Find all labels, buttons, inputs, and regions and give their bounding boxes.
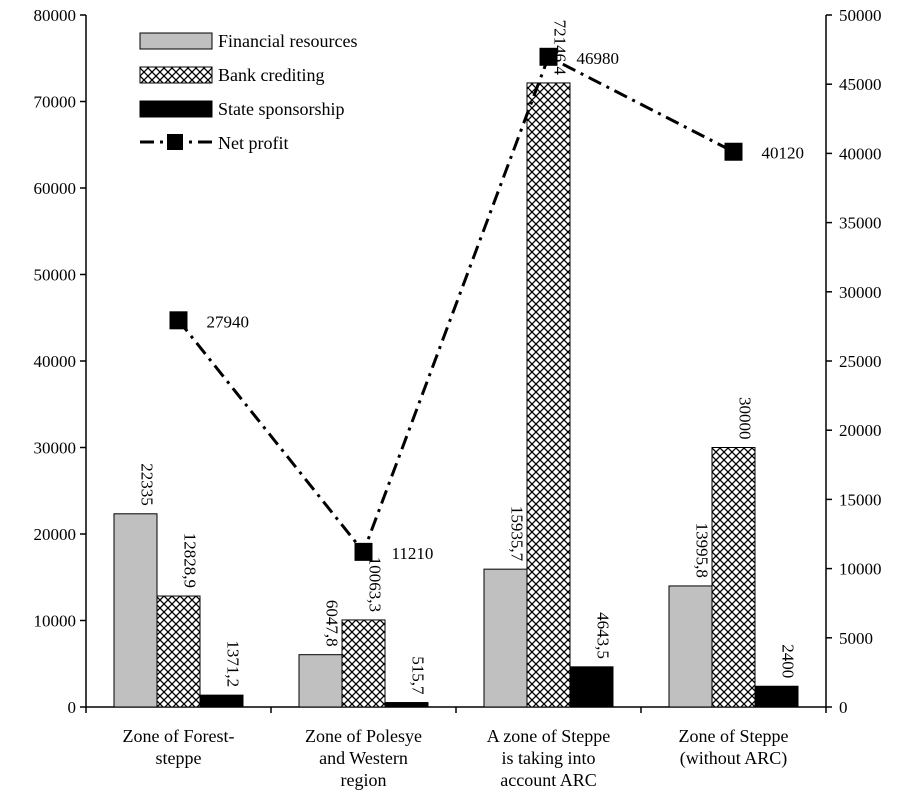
left-tick-label: 50000	[34, 266, 77, 285]
right-tick-label: 50000	[839, 6, 882, 25]
right-tick-label: 40000	[839, 144, 882, 163]
legend-swatch	[139, 100, 213, 118]
category-label-line: is taking into	[502, 748, 596, 768]
right-tick-label: 30000	[839, 283, 882, 302]
right-tick-label: 25000	[839, 352, 882, 371]
right-tick-label: 45000	[839, 75, 882, 94]
state-sponsorship-bar	[384, 702, 429, 708]
financial-resources-bar	[668, 585, 713, 708]
state-sponsorship-data-label: 2400	[779, 644, 798, 678]
net-profit-line-group: 27940 11210 46980 40120	[169, 47, 805, 563]
right-tick-label: 5000	[839, 629, 873, 648]
left-tick-label: 60000	[34, 179, 77, 198]
legend-swatch	[139, 32, 213, 50]
bank-crediting-bar	[341, 619, 386, 708]
left-tick-label: 30000	[34, 439, 77, 458]
state-sponsorship-data-label: 515,7	[409, 656, 428, 695]
financial-resources-bar	[298, 654, 343, 708]
net-profit-data-label: 40120	[762, 144, 805, 163]
net-profit-marker	[169, 311, 188, 330]
net-profit-line	[177, 54, 735, 555]
left-tick-label: 40000	[34, 352, 77, 371]
financial-resources-data-label: 13995,8	[693, 523, 712, 578]
right-tick-label: 20000	[839, 421, 882, 440]
right-tick-label: 35000	[839, 214, 882, 233]
right-tick-label: 15000	[839, 490, 882, 509]
financial-resources-bar	[113, 513, 158, 708]
state-sponsorship-bar	[199, 694, 244, 708]
state-sponsorship-bar	[569, 666, 614, 708]
net-profit-marker	[539, 47, 558, 66]
bank-crediting-data-label: 72146,4	[551, 20, 570, 76]
net-profit-marker	[354, 542, 373, 561]
right-tick-label: 10000	[839, 560, 882, 579]
legend-label: Financial resources	[218, 31, 357, 51]
category-label-line: account ARC	[500, 770, 597, 790]
category-label: Zone of Steppe (without ARC)	[679, 726, 789, 769]
category-label-line: region	[341, 770, 387, 790]
state-sponsorship-data-label: 1371,2	[224, 640, 243, 687]
category-label-line: A zone of Steppe	[487, 726, 610, 746]
bank-crediting-bar	[156, 595, 201, 708]
net-profit-marker	[724, 142, 743, 161]
chart-axes: 0100002000030000400005000060000700008000…	[34, 6, 882, 790]
net-profit-data-label: 46980	[577, 49, 620, 68]
net-profit-data-label: 11210	[392, 544, 434, 563]
legend-label: Bank crediting	[218, 65, 324, 85]
bank-crediting-data-label: 30000	[736, 397, 755, 440]
left-tick-label: 80000	[34, 6, 77, 25]
category-label: A zone of Steppe is taking into account AR…	[487, 726, 610, 790]
legend-marker	[167, 134, 183, 150]
financial-resources-data-label: 22335	[138, 463, 157, 506]
state-sponsorship-data-label: 4643,5	[594, 612, 613, 659]
category-label-line: Zone of Polesye	[305, 726, 422, 746]
financial-resources-data-label: 15935,7	[508, 506, 527, 562]
left-tick-label: 0	[68, 698, 77, 717]
category-label-line: and Western	[319, 748, 408, 768]
bank-crediting-bar	[526, 82, 571, 708]
category-label: Zone of Forest-steppe	[123, 726, 235, 768]
state-sponsorship-bar	[754, 685, 799, 708]
net-profit-data-label: 27940	[207, 312, 250, 331]
legend-swatch	[139, 66, 213, 84]
legend-label: Net profit	[218, 133, 288, 153]
category-label-line: steppe	[156, 748, 202, 768]
left-tick-label: 70000	[34, 93, 77, 112]
bank-crediting-data-label: 10063,3	[366, 557, 385, 612]
bar-series-group	[113, 82, 799, 708]
financial-resources-data-label: 6047,8	[323, 600, 342, 647]
bank-crediting-bar	[711, 447, 756, 708]
bank-crediting-data-label: 12828,9	[181, 533, 200, 588]
left-tick-label: 20000	[34, 525, 77, 544]
data-labels-group: 22335 6047,8 15935,7 13995,8 12828,9 10063,3 7…	[138, 20, 798, 695]
chart-legend: Financial resources Bank crediting State s…	[139, 31, 357, 153]
right-tick-label: 0	[839, 698, 848, 717]
category-label-line: (without ARC)	[680, 748, 788, 769]
category-label: Zone of Polesye and Western region	[305, 726, 422, 790]
category-label-line: Zone of Forest-	[123, 726, 235, 746]
financial-resources-bar	[483, 568, 528, 708]
legend-label: State sponsorship	[218, 99, 345, 119]
category-label-line: Zone of Steppe	[679, 726, 789, 746]
left-tick-label: 10000	[34, 612, 77, 631]
